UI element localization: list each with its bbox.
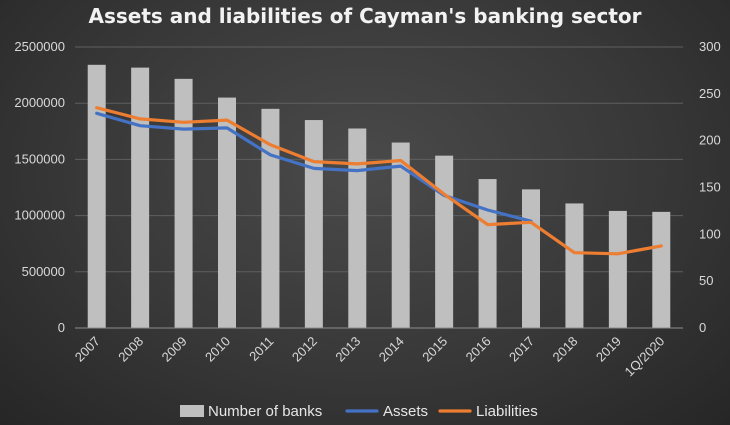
x-tick-labels: 2007 2008 2009 2010 2011 2012 2013 2014 2015 2016… [72, 334, 668, 380]
x-tick-label: 2017 [506, 334, 537, 365]
legend-label: Liabilities [476, 403, 538, 420]
x-tick-label: 2011 [246, 334, 276, 364]
legend: Number of banks Assets Liabilities [180, 403, 538, 420]
x-tick-label: 2014 [376, 334, 407, 365]
line-series [95, 106, 663, 256]
legend-label: Number of banks [208, 403, 322, 420]
y-right-tick-label: 150 [699, 180, 721, 195]
x-tick-label: 2008 [115, 334, 146, 365]
x-tick-label: 2009 [159, 334, 190, 365]
bar [522, 189, 540, 328]
x-tick-label: 2015 [419, 334, 450, 365]
bar [218, 97, 236, 328]
y-left-tick-label: 2000000 [14, 95, 65, 110]
x-tick-label: 2019 [593, 334, 624, 365]
x-tick-label: 2010 [202, 334, 233, 365]
bar [131, 67, 150, 329]
series-line-liabilities [95, 106, 663, 256]
y-right-tick-label: 0 [699, 320, 706, 335]
bar [608, 210, 627, 328]
bar [435, 155, 454, 328]
bar [348, 128, 367, 328]
chart-title: Assets and liabilities of Cayman's banki… [88, 4, 641, 28]
x-tick-label: 2013 [332, 334, 363, 365]
x-tick-label: 2018 [549, 334, 580, 365]
gridlines [75, 46, 683, 273]
bar [565, 203, 584, 328]
legend-swatch-bar [180, 405, 204, 417]
y-right-tick-label: 50 [699, 273, 713, 288]
x-tick-label: 2012 [289, 334, 320, 365]
y-left-tick-label: 2500000 [14, 39, 65, 54]
x-tick-label: 2016 [463, 334, 494, 365]
bar-series [87, 64, 671, 329]
y-left-tick-label: 1500000 [14, 151, 65, 166]
series-line-assets [95, 111, 533, 223]
y-right-tick-label: 300 [699, 39, 721, 54]
x-tick-label: 2007 [72, 334, 103, 365]
y-right-tick-label: 100 [699, 226, 721, 241]
y-left-tick-label: 0 [58, 320, 65, 335]
bar [304, 120, 323, 328]
bar [391, 142, 410, 328]
x-tick-label: 1Q/2020 [622, 334, 668, 380]
legend-label: Assets [383, 403, 428, 420]
bar [652, 211, 671, 328]
axes: 0 500000 1000000 1500000 2000000 2500000 0 50 10… [14, 39, 720, 335]
y-right-tick-label: 200 [699, 133, 721, 148]
bar [87, 64, 106, 329]
y-left-tick-label: 500000 [22, 264, 65, 279]
y-right-tick-label: 250 [699, 86, 721, 101]
y-left-tick-label: 1000000 [14, 208, 65, 223]
bar [174, 78, 193, 328]
bar [478, 179, 497, 328]
bar [261, 108, 280, 328]
